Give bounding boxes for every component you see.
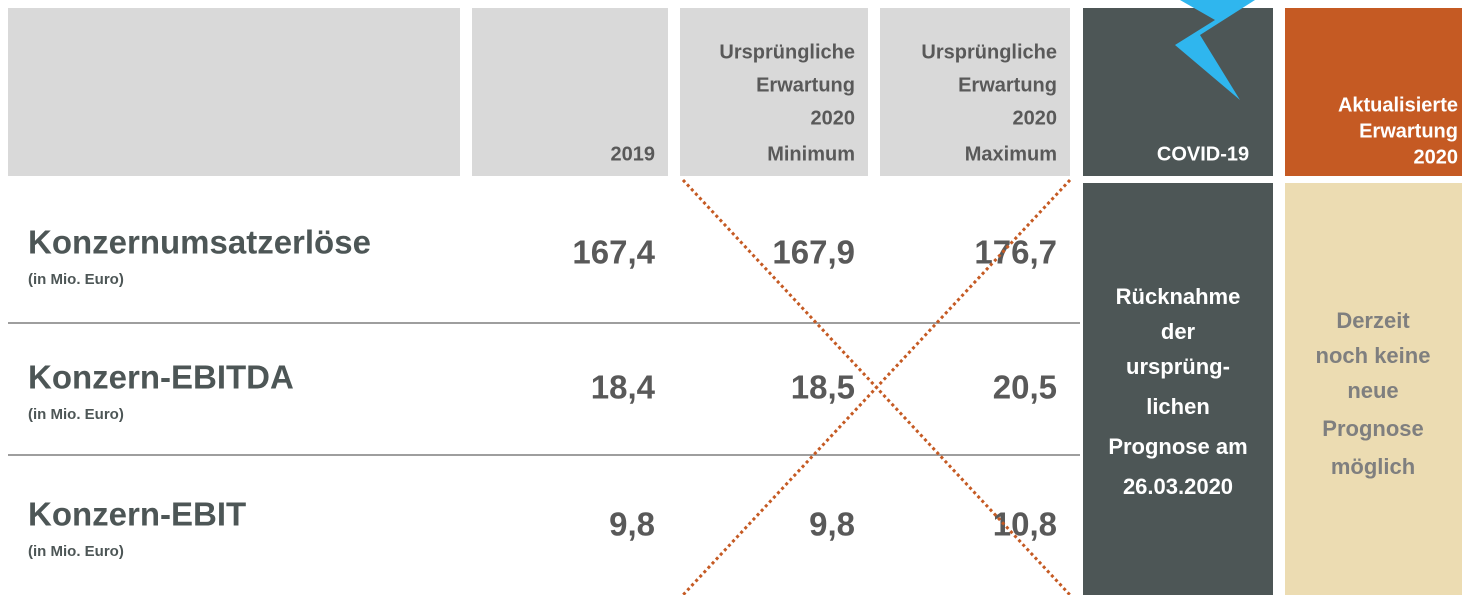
header-text: Ursprüngliche	[921, 41, 1057, 63]
cell-value: 18,4	[591, 369, 656, 406]
header-cell	[8, 8, 460, 176]
covid-note: 26.03.2020	[1123, 474, 1233, 499]
header-cell	[880, 8, 1070, 176]
covid-note: der	[1161, 319, 1196, 344]
covid-note: Prognose am	[1108, 434, 1247, 459]
row-label: Konzernumsatzerlöse	[28, 224, 371, 261]
cell-value: 18,5	[791, 369, 855, 406]
header-text: Erwartung	[756, 74, 855, 96]
header-text: 2019	[611, 143, 656, 165]
cell-value: 9,8	[809, 506, 855, 543]
update-note: neue	[1347, 378, 1398, 403]
row-sublabel: (in Mio. Euro)	[28, 543, 124, 560]
header-text: Ursprüngliche	[719, 41, 855, 63]
covid-note: lichen	[1146, 394, 1210, 419]
cell-value: 20,5	[993, 369, 1057, 406]
header-text: Erwartung	[958, 74, 1057, 96]
cell-value: 9,8	[609, 506, 655, 543]
covid-body	[1083, 183, 1273, 595]
header-text: Aktualisierte	[1338, 94, 1458, 116]
header-text: COVID-19	[1157, 143, 1249, 165]
strike-line	[681, 178, 1072, 595]
update-note: noch keine	[1316, 343, 1431, 368]
update-note: Derzeit	[1336, 308, 1410, 333]
header-text: 2020	[1414, 146, 1459, 168]
content: 2019 Ursprüngliche Erwartung 2020 Minimum Urs…	[28, 41, 1458, 560]
row-sublabel: (in Mio. Euro)	[28, 406, 124, 423]
update-note: Prognose	[1322, 416, 1423, 441]
lightning-icon	[1175, 0, 1255, 100]
update-note: möglich	[1331, 454, 1415, 479]
covid-header	[1083, 8, 1273, 176]
header-text: Erwartung	[1359, 120, 1458, 142]
header-cell	[680, 8, 868, 176]
cell-value: 167,4	[572, 234, 655, 271]
update-body	[1285, 183, 1462, 595]
row-sublabel: (in Mio. Euro)	[28, 271, 124, 288]
update-header	[1285, 8, 1462, 176]
covid-note: Rücknahme	[1116, 284, 1241, 309]
row-label: Konzern-EBIT	[28, 496, 246, 533]
covid-note: ursprüng-	[1126, 354, 1230, 379]
header-cell	[472, 8, 668, 176]
header-text: 2020	[811, 107, 856, 129]
header-text: Maximum	[965, 143, 1057, 165]
header-text: Minimum	[767, 143, 855, 165]
cell-value: 167,9	[772, 234, 855, 271]
row-label: Konzern-EBITDA	[28, 359, 294, 396]
header-text: 2020	[1013, 107, 1058, 129]
